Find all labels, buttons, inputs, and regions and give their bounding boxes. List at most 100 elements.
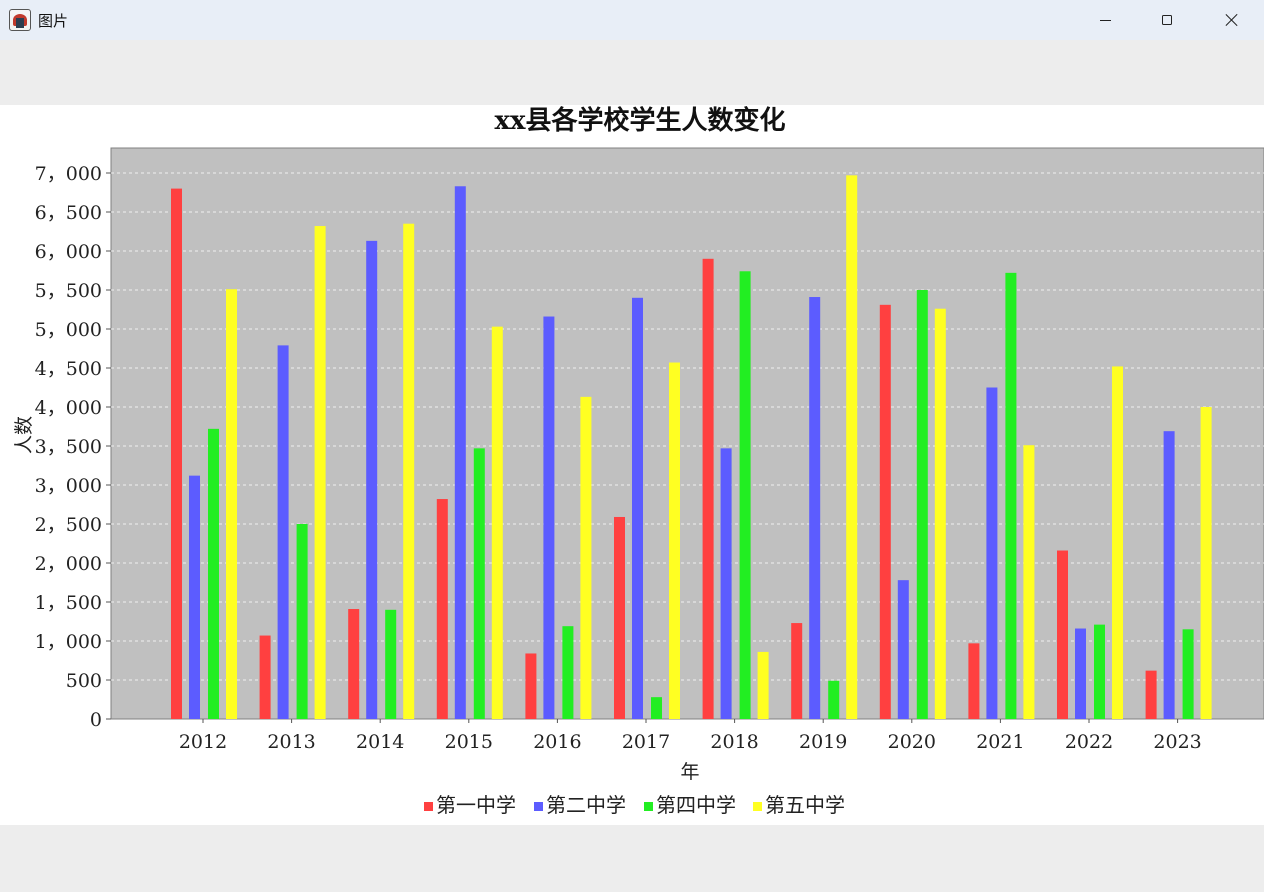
bar — [879, 304, 891, 719]
bar — [1005, 272, 1017, 719]
y-tick-label: 7，000 — [35, 163, 102, 185]
bar — [720, 448, 732, 719]
bar — [614, 516, 625, 719]
bar — [669, 362, 680, 719]
window-titlebar: 图片 — [0, 0, 1264, 40]
bar — [1145, 670, 1157, 719]
bar — [968, 643, 980, 719]
bar — [366, 240, 378, 720]
bar — [277, 345, 289, 719]
y-axis-ticks: 0 500 1，000 1，500 2，000 2，500 3，000 3，500 4，000 4… — [35, 163, 111, 731]
x-tick-label: 2020 — [888, 731, 936, 753]
bar — [1112, 366, 1123, 719]
x-tick-label: 2017 — [622, 731, 670, 753]
bar — [525, 653, 537, 719]
x-tick-label: 2012 — [179, 731, 227, 753]
legend-label: 第一中学 — [436, 793, 516, 817]
bar — [1200, 407, 1212, 719]
bar — [208, 428, 219, 719]
bar — [1075, 628, 1086, 719]
bar — [171, 188, 182, 720]
y-tick-label: 2，000 — [35, 553, 102, 575]
bar — [454, 186, 466, 719]
x-axis-label: 年 — [680, 761, 699, 783]
x-tick-label: 2023 — [1153, 731, 1201, 753]
bar — [1023, 445, 1035, 719]
bar — [385, 609, 397, 719]
maximize-icon — [1162, 15, 1172, 25]
close-icon — [1224, 13, 1238, 27]
y-tick-label: 6，000 — [35, 241, 102, 263]
y-tick-label: 2，500 — [35, 514, 102, 536]
legend-swatch — [424, 802, 433, 811]
maximize-button[interactable] — [1136, 0, 1198, 40]
bar — [791, 623, 803, 719]
x-tick-label: 2013 — [267, 731, 315, 753]
chart-title: xx县各学校学生人数变化 — [494, 105, 785, 136]
bar — [348, 609, 360, 719]
legend-swatch — [644, 802, 653, 811]
bar — [189, 475, 200, 719]
bar — [757, 651, 769, 719]
x-tick-label: 2019 — [799, 731, 847, 753]
bar — [1182, 629, 1194, 719]
y-tick-label: 1，000 — [35, 631, 102, 653]
y-tick-label: 4，000 — [35, 397, 102, 419]
bar — [403, 223, 415, 719]
legend-label: 第二中学 — [546, 793, 626, 817]
bar — [934, 308, 946, 719]
x-tick-label: 2022 — [1065, 731, 1113, 753]
bar — [897, 580, 909, 719]
bar — [1057, 550, 1068, 719]
bar — [739, 271, 751, 719]
bar — [314, 226, 326, 719]
y-tick-label: 500 — [66, 670, 102, 692]
x-tick-label: 2018 — [710, 731, 758, 753]
x-tick-label: 2016 — [533, 731, 581, 753]
x-axis-ticks: 2012 2013 2014 2015 2016 2017 2018 2019 2020 2021… — [179, 719, 1202, 753]
bar-chart: xx县各学校学生人数变化 0 500 1，000 1，500 2，000 2，500 3，0… — [13, 105, 1264, 817]
bar — [809, 297, 821, 719]
bar — [702, 258, 714, 719]
minimize-icon — [1099, 19, 1111, 21]
y-tick-label: 5，000 — [35, 319, 102, 341]
legend-swatch — [534, 802, 543, 811]
bar — [828, 680, 840, 719]
legend-label: 第五中学 — [765, 793, 845, 817]
y-axis-label: 人数 — [13, 416, 35, 454]
bar — [1163, 431, 1175, 719]
x-tick-label: 2014 — [356, 731, 404, 753]
bars-group — [171, 175, 1212, 720]
bar — [562, 626, 574, 719]
close-button[interactable] — [1200, 0, 1262, 40]
legend-label: 第四中学 — [656, 793, 736, 817]
bar — [226, 289, 237, 719]
y-tick-label: 3，000 — [35, 475, 102, 497]
y-tick-label: 5，500 — [35, 280, 102, 302]
bar — [473, 448, 485, 719]
minimize-button[interactable] — [1074, 0, 1136, 40]
y-tick-label: 1，500 — [35, 592, 102, 614]
bar — [259, 635, 271, 719]
y-tick-label: 3，500 — [35, 436, 102, 458]
y-tick-label: 0 — [90, 709, 102, 731]
window-title: 图片 — [38, 12, 69, 30]
bar — [543, 316, 555, 719]
legend-swatch — [753, 802, 762, 811]
legend: 第一中学 第二中学 第四中学 第五中学 — [424, 793, 845, 817]
bar — [632, 297, 643, 719]
bar — [296, 524, 308, 719]
y-tick-label: 6，500 — [35, 202, 102, 224]
y-tick-label: 4，500 — [35, 358, 102, 380]
x-tick-label: 2015 — [445, 731, 493, 753]
bar — [436, 499, 448, 719]
bar — [580, 396, 592, 719]
bar — [846, 175, 858, 720]
bar — [986, 387, 998, 719]
bar — [651, 697, 662, 719]
bar — [916, 290, 928, 719]
chart-panel: xx县各学校学生人数变化 0 500 1，000 1，500 2，000 2，500 3，0… — [0, 105, 1264, 825]
bar — [1094, 624, 1105, 719]
app-icon — [9, 9, 31, 31]
bar — [491, 326, 503, 719]
